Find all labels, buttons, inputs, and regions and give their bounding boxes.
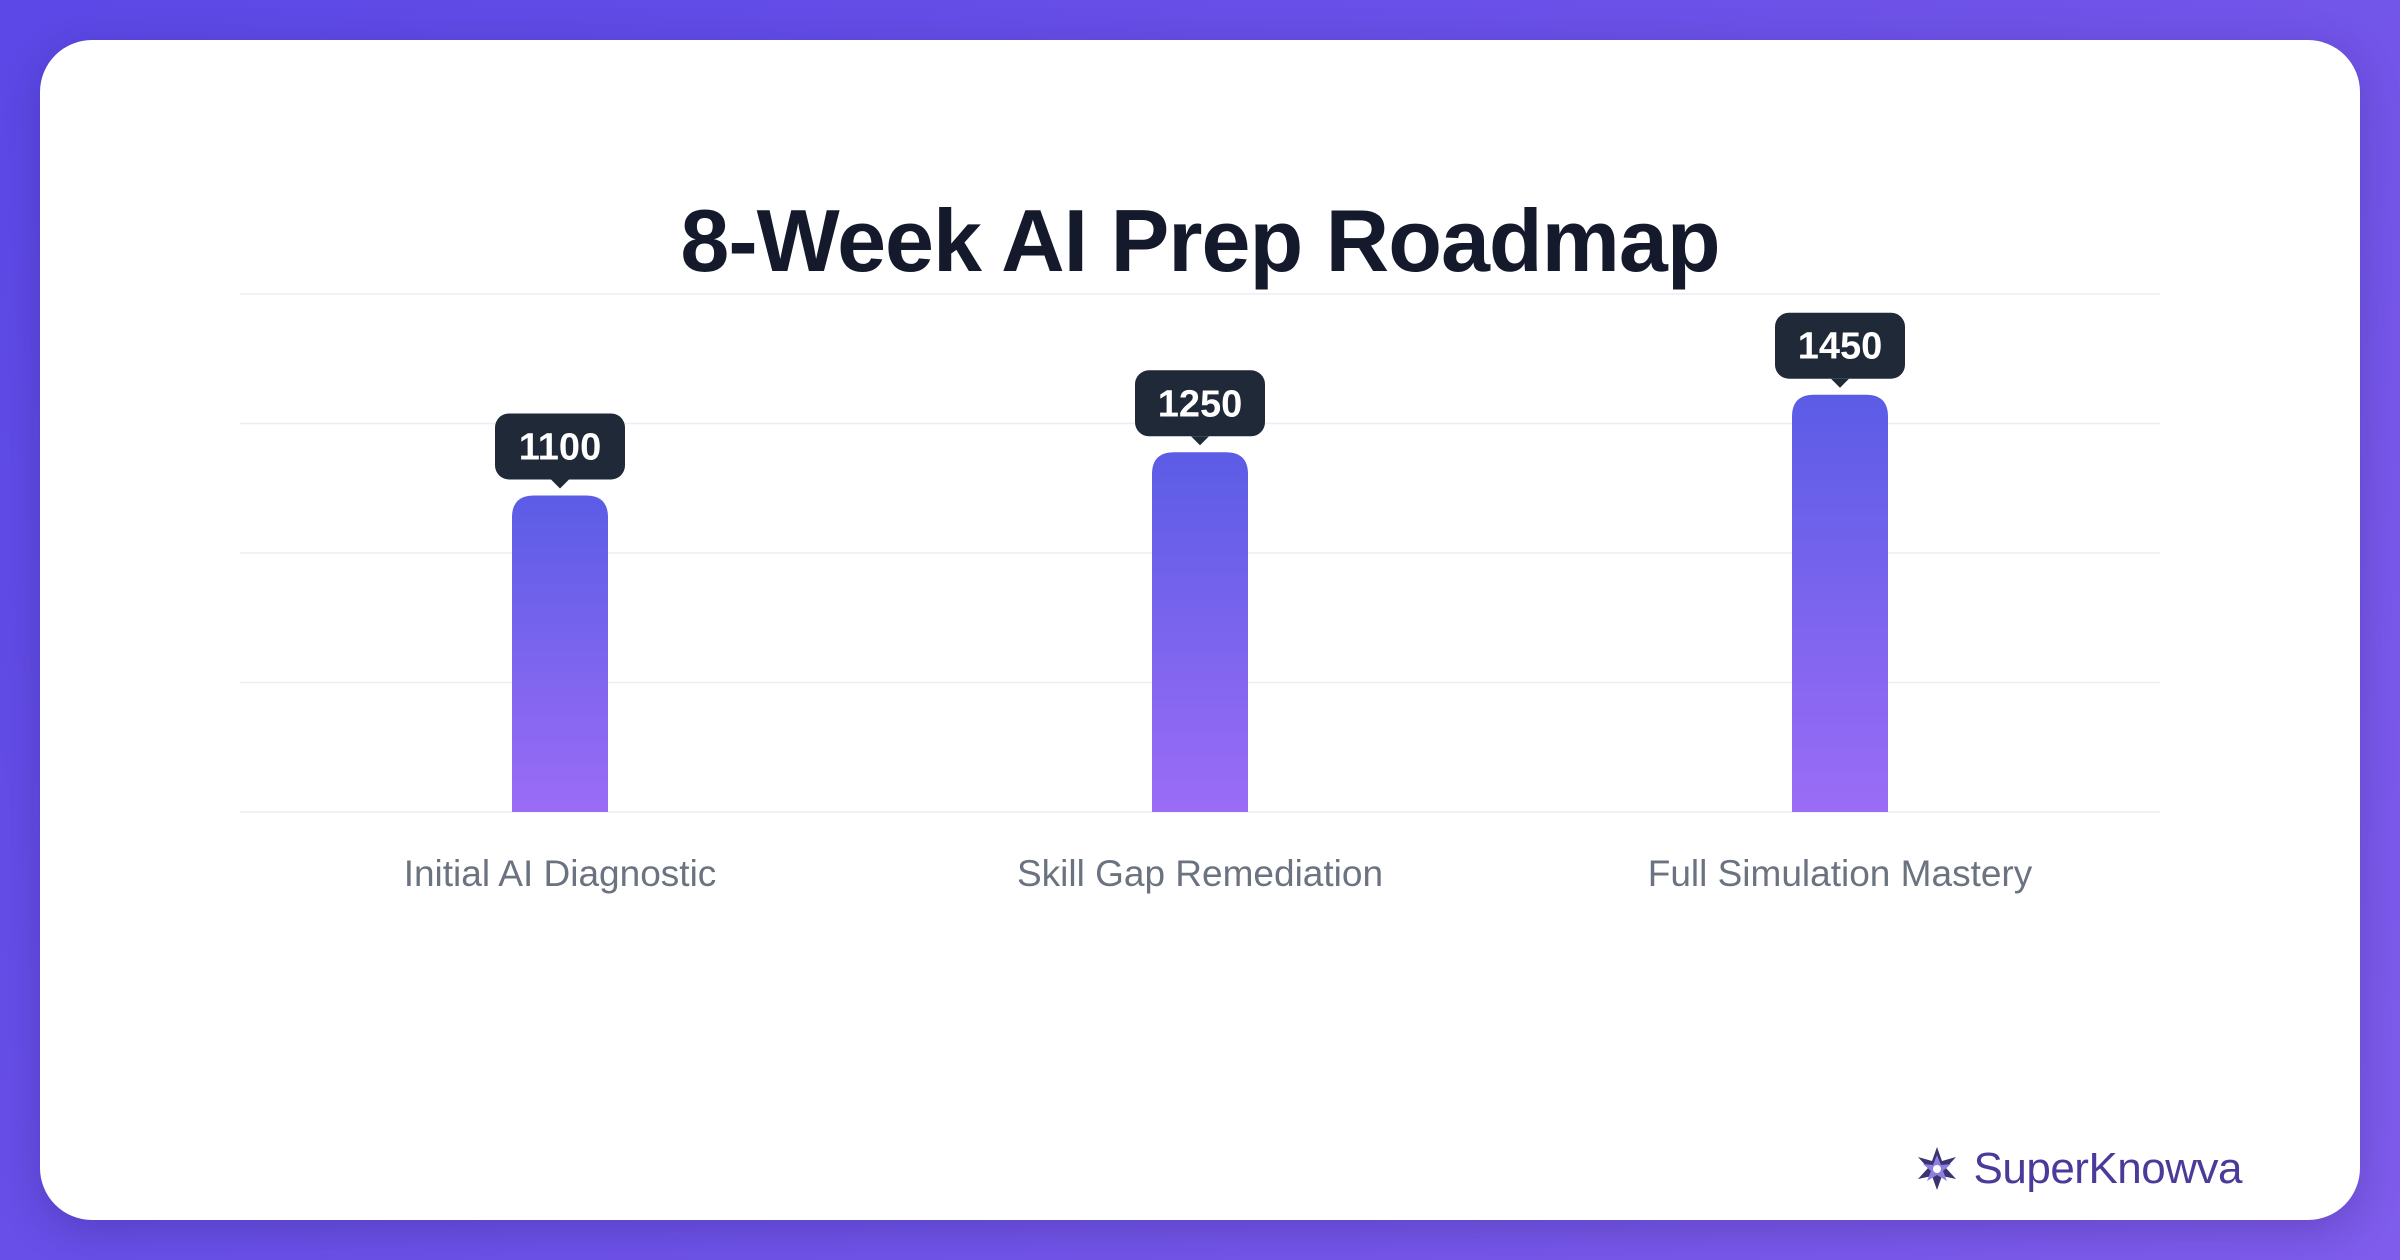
bars: 1100 Initial AI Diagnostic 1250 Skill Gap R… (404, 312, 2033, 894)
bar-2 (1152, 452, 1248, 812)
value-badge-pointer (1831, 378, 1849, 388)
brand-logo: SuperKnowva (1914, 1144, 2243, 1194)
category-label: Initial AI Diagnostic (404, 853, 717, 894)
value-badge (1775, 312, 1905, 379)
value-badge (1135, 370, 1265, 437)
bar-chart: 1100 Initial AI Diagnostic 1250 Skill Gap R… (240, 293, 2160, 894)
bar-3 (1792, 394, 1888, 812)
value-badge-pointer (1191, 436, 1209, 446)
chart-card: 8-Week AI Prep Roadmap 1100 Initial AI Di… (40, 40, 2360, 1220)
value-label: 1450 (1798, 326, 1883, 368)
starburst-logo-icon (1917, 1147, 1956, 1190)
category-label: Skill Gap Remediation (1017, 853, 1383, 894)
bar-1 (512, 495, 608, 812)
value-badge (495, 413, 625, 480)
brand-name: SuperKnowva (1973, 1144, 2243, 1193)
category-label: Full Simulation Mastery (1648, 853, 2033, 894)
chart-title: 8-Week AI Prep Roadmap (680, 191, 1720, 290)
value-label: 1250 (1158, 383, 1243, 425)
value-label: 1100 (519, 426, 601, 468)
value-badge-pointer (551, 479, 569, 489)
